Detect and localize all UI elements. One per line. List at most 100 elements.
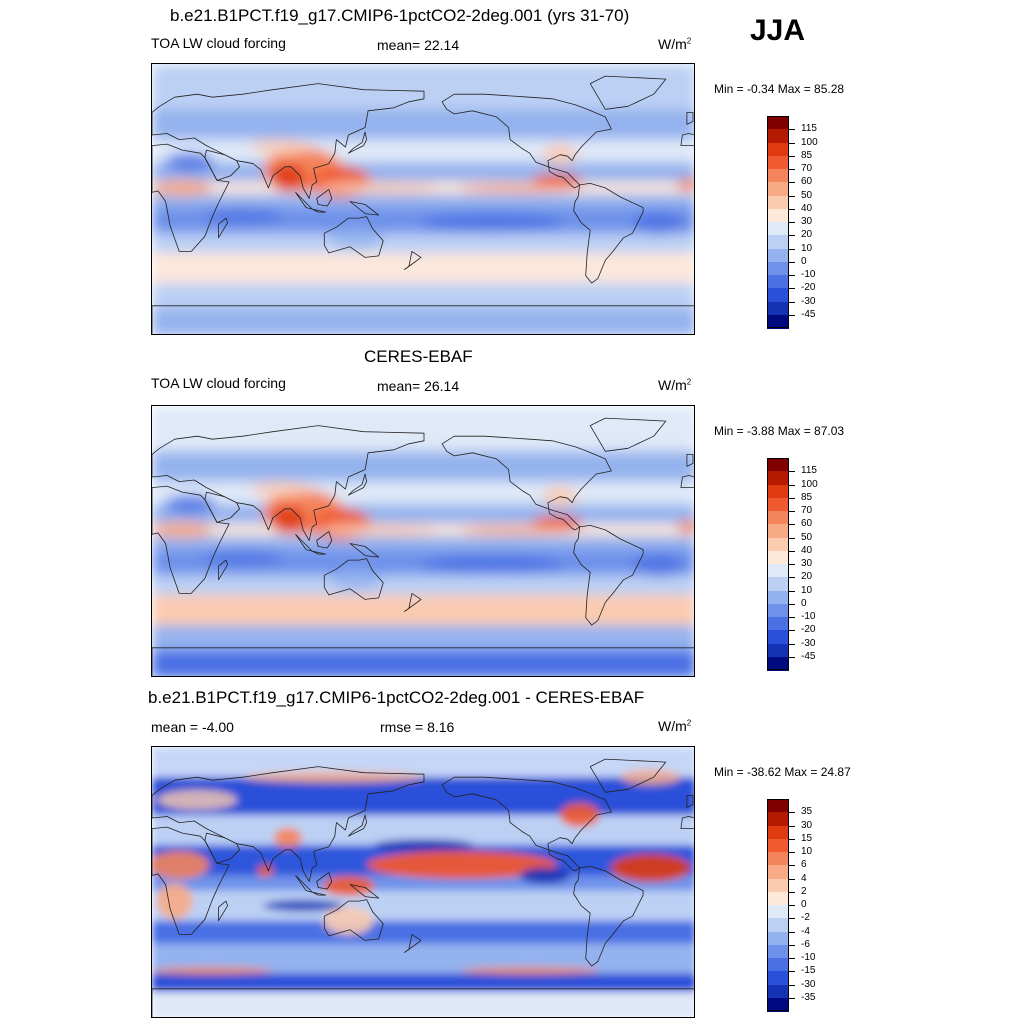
colorbar-tick bbox=[789, 208, 795, 210]
colorbar-tick bbox=[789, 852, 795, 853]
colorbar-tick bbox=[789, 918, 795, 920]
colorbar-label: 0 bbox=[801, 597, 807, 609]
map-field bbox=[152, 747, 694, 1017]
colorbar-swatch bbox=[767, 971, 789, 985]
map-plot bbox=[151, 63, 695, 335]
colorbar-label: -45 bbox=[801, 650, 816, 662]
colorbar: 35 30 15 10 6 4 2 0 -2 -4 -6 -10 -15 -30 -35 bbox=[767, 799, 847, 1012]
colorbar-label: 30 bbox=[801, 558, 813, 569]
panel-title: b.e21.B1PCT.f19_g17.CMIP6-1pctCO2-2deg.0… bbox=[170, 6, 630, 25]
colorbar-swatch bbox=[767, 984, 789, 999]
colorbar-swatch bbox=[767, 891, 789, 906]
colorbar-tick bbox=[789, 537, 795, 539]
colorbar-tick bbox=[789, 944, 795, 946]
colorbar-label: 60 bbox=[801, 176, 813, 188]
colorbar-swatch bbox=[767, 852, 789, 866]
colorbar-label: -30 bbox=[801, 637, 816, 649]
panel-units: W/m2 bbox=[658, 377, 692, 393]
colorbar-swatch bbox=[767, 865, 789, 879]
colorbar-tick bbox=[789, 195, 795, 197]
map-field bbox=[152, 64, 694, 334]
panel-mean-label: mean= 22.14 bbox=[377, 37, 460, 53]
colorbar-label: -20 bbox=[801, 624, 816, 636]
colorbar-swatch bbox=[767, 261, 789, 276]
colorbar-label: -45 bbox=[801, 308, 816, 320]
colorbar-label: 30 bbox=[801, 819, 813, 831]
colorbar-swatch bbox=[767, 182, 789, 196]
colorbar-tick bbox=[789, 222, 795, 223]
colorbar-swatch bbox=[767, 838, 789, 853]
colorbar-swatch bbox=[767, 142, 789, 157]
colorbar-swatch bbox=[767, 301, 789, 316]
colorbar-label: 10 bbox=[801, 242, 813, 254]
colorbar-label: 70 bbox=[801, 505, 813, 516]
colorbar-tick bbox=[789, 984, 795, 986]
colorbar-label: -2 bbox=[801, 912, 810, 924]
colorbar-tick bbox=[789, 603, 795, 605]
colorbar-swatch bbox=[767, 617, 789, 631]
colorbar-swatch bbox=[767, 248, 789, 263]
colorbar-label: -20 bbox=[801, 282, 816, 294]
colorbar-swatch bbox=[767, 905, 789, 919]
colorbar-label: -4 bbox=[801, 925, 810, 937]
colorbar-tick bbox=[789, 891, 795, 893]
colorbar-tick bbox=[789, 590, 795, 592]
colorbar-tick bbox=[789, 484, 795, 486]
colorbar-tick bbox=[789, 997, 795, 999]
panel-units: W/m2 bbox=[658, 718, 692, 734]
colorbar-tick bbox=[789, 471, 795, 473]
colorbar-frame bbox=[767, 116, 789, 328]
panel-minmax: Min = -3.88 Max = 87.03 bbox=[714, 424, 845, 438]
colorbar-swatch bbox=[767, 471, 789, 485]
colorbar-label: 35 bbox=[801, 806, 813, 818]
colorbar-swatch bbox=[767, 222, 789, 236]
colorbar-swatch bbox=[767, 288, 789, 302]
colorbar-swatch bbox=[767, 208, 789, 223]
panel-left-label: TOA LW cloud forcing bbox=[151, 35, 286, 51]
colorbar-label: -10 bbox=[801, 952, 816, 963]
colorbar-tick bbox=[789, 142, 795, 144]
colorbar-label: 115 bbox=[801, 123, 817, 135]
colorbar-tick bbox=[789, 155, 795, 157]
colorbar-swatch bbox=[767, 931, 789, 946]
colorbar-tick bbox=[789, 564, 795, 565]
season-label: JJA bbox=[750, 14, 806, 47]
colorbar-label: 70 bbox=[801, 163, 813, 174]
colorbar-label: 15 bbox=[801, 832, 813, 844]
colorbar-tick bbox=[789, 643, 795, 645]
colorbar-swatch bbox=[767, 603, 789, 618]
panel-title: CERES-EBAF bbox=[364, 347, 473, 366]
panel-title: b.e21.B1PCT.f19_g17.CMIP6-1pctCO2-2deg.0… bbox=[148, 688, 645, 707]
colorbar-swatch bbox=[767, 825, 789, 840]
colorbar-label: 85 bbox=[801, 491, 813, 503]
colorbar-tick bbox=[789, 878, 795, 880]
colorbar-swatch bbox=[767, 195, 789, 210]
colorbar-label: 0 bbox=[801, 255, 807, 267]
colorbar-tick bbox=[789, 182, 795, 184]
colorbar-tick bbox=[789, 511, 795, 512]
colorbar-swatch bbox=[767, 116, 789, 130]
colorbar-label: 40 bbox=[801, 544, 813, 556]
colorbar-tick bbox=[789, 656, 795, 658]
colorbar-label: 50 bbox=[801, 189, 813, 201]
colorbar-label: 6 bbox=[801, 859, 807, 871]
panel-minmax: Min = -0.34 Max = 85.28 bbox=[714, 82, 845, 96]
colorbar-tick bbox=[789, 169, 795, 170]
colorbar-swatch bbox=[767, 958, 789, 972]
colorbar-tick bbox=[789, 958, 795, 959]
colorbar-swatch bbox=[767, 799, 789, 813]
colorbar-label: 40 bbox=[801, 202, 813, 214]
colorbar-swatch bbox=[767, 656, 789, 671]
colorbar-label: 30 bbox=[801, 216, 813, 227]
colorbar-tick bbox=[789, 812, 795, 814]
colorbar-label: 2 bbox=[801, 885, 807, 897]
colorbar-label: 10 bbox=[801, 846, 813, 857]
colorbar-label: -6 bbox=[801, 938, 810, 950]
colorbar-swatch bbox=[767, 169, 789, 183]
colorbar-swatch bbox=[767, 155, 789, 170]
colorbar: 115 100 85 70 60 50 40 30 20 10 0 -10 -20 -30 -45 bbox=[767, 458, 847, 671]
colorbar-tick bbox=[789, 314, 795, 316]
colorbar-tick bbox=[789, 550, 795, 552]
colorbar-swatch bbox=[767, 524, 789, 538]
colorbar-label: 100 bbox=[801, 136, 818, 148]
